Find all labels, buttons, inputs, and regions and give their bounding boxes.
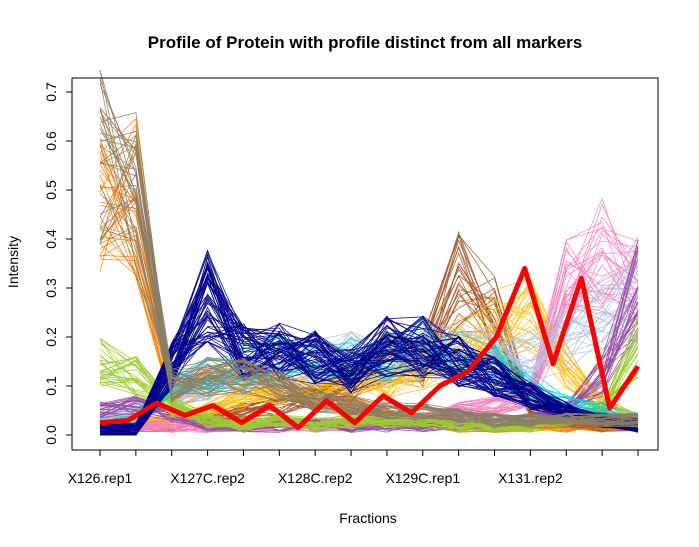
marker-profile-line: [99, 310, 639, 432]
y-tick-label: 0.4: [43, 229, 59, 249]
x-tick-label: X131.rep2: [498, 470, 563, 486]
marker-profile-line: [99, 336, 639, 435]
marker-profile-line: [99, 331, 639, 425]
y-tick-label: 0.0: [43, 425, 59, 445]
marker-profile-line: [99, 323, 639, 436]
highlight-layer: [99, 265, 641, 431]
y-tick-label: 0.2: [43, 327, 59, 347]
marker-profile-line: [99, 326, 639, 436]
x-axis-label: Fractions: [339, 510, 397, 526]
marker-profile-line: [99, 325, 639, 435]
marker-profile-line: [99, 331, 639, 432]
chart-title: Profile of Protein with profile distinct…: [148, 33, 583, 52]
marker-profile-line: [99, 107, 639, 428]
series-layer: [99, 69, 639, 436]
highlighted-protein-line: [99, 265, 641, 431]
marker-profile-line: [99, 356, 639, 433]
x-tick-label: X127C.rep2: [170, 470, 245, 486]
marker-profile-line: [99, 268, 639, 429]
x-axis: X126.rep1 X127C.rep2 X128C.rep2 X129C.rep1 X…: [68, 449, 639, 486]
marker-profile-line: [99, 275, 639, 427]
y-axis: 0.0 0.1 0.2 0.3 0.4 0.5 0.6 0.7: [43, 82, 73, 445]
y-tick-label: 0.1: [43, 376, 59, 396]
x-tick-label: X129C.rep1: [385, 470, 460, 486]
y-axis-label: Intensity: [5, 236, 21, 288]
marker-profile-line: [99, 315, 639, 436]
marker-profile-line: [99, 359, 639, 433]
y-tick-label: 0.5: [43, 180, 59, 200]
marker-profile-line: [99, 276, 639, 434]
x-tick-label: X126.rep1: [68, 470, 133, 486]
y-tick-label: 0.3: [43, 278, 59, 298]
marker-profile-line: [99, 312, 639, 436]
y-tick-label: 0.6: [43, 131, 59, 151]
x-tick-label: X128C.rep2: [278, 470, 353, 486]
y-axis-label-group: Intensity: [5, 236, 21, 288]
marker-profile-line: [100, 293, 639, 436]
y-tick-label: 0.7: [43, 82, 59, 102]
marker-profile-line: [99, 332, 639, 436]
